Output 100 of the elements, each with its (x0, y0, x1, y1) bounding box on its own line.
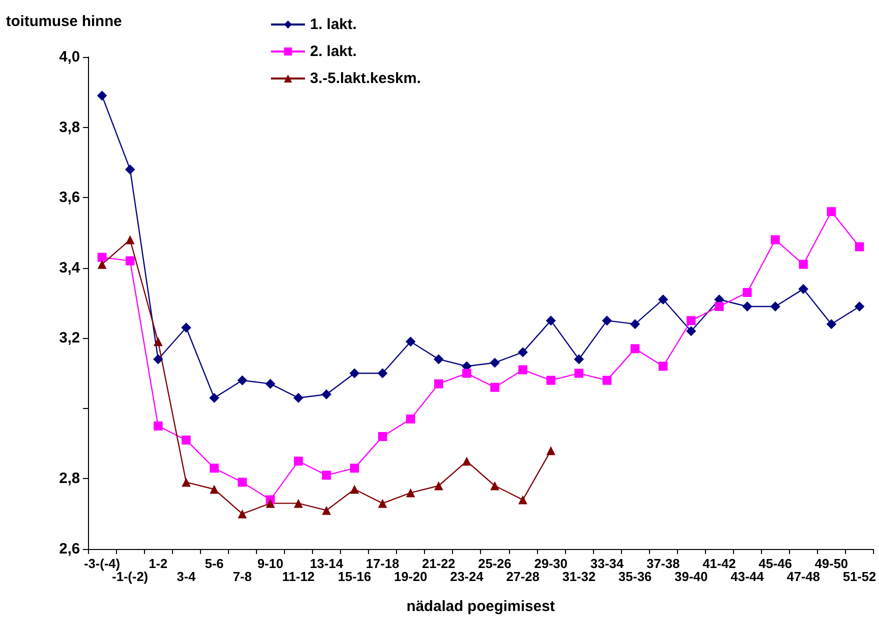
x-tick-label: 15-16 (338, 569, 372, 584)
x-tick-label: 33-34 (590, 556, 624, 571)
point (321, 389, 332, 400)
point (154, 422, 163, 430)
x-tick-label: 49-50 (814, 556, 848, 571)
point (265, 378, 276, 389)
point (98, 260, 107, 269)
x-tick-label: 19-20 (394, 569, 428, 584)
point (294, 498, 303, 508)
y-tick-label: 4,0 (59, 48, 80, 66)
x-tick-label: 31-32 (562, 569, 596, 584)
x-tick-label: 3-4 (176, 569, 196, 584)
point (434, 354, 444, 364)
point (630, 344, 640, 354)
point (434, 481, 444, 490)
x-tick-label: 7-8 (232, 569, 252, 584)
x-tick-label: 11-12 (282, 569, 315, 584)
point (210, 464, 219, 473)
x-tick-label: 47-48 (786, 569, 820, 584)
point (210, 484, 219, 494)
point (378, 498, 388, 508)
point (182, 478, 191, 487)
point (770, 302, 780, 312)
point (98, 252, 107, 262)
point (378, 368, 388, 378)
point (770, 235, 780, 244)
point (181, 322, 192, 333)
point (294, 456, 303, 466)
point (686, 316, 696, 326)
point (798, 284, 808, 294)
legend-label: 3.-5.lakt.keskm. (310, 70, 421, 87)
point (854, 242, 864, 252)
point (378, 432, 388, 442)
point (630, 319, 640, 330)
point (406, 414, 416, 424)
y-tick-label: 2,8 (59, 470, 80, 488)
point (490, 481, 500, 490)
point (546, 316, 556, 326)
point (574, 354, 584, 364)
point (826, 319, 836, 330)
point (602, 376, 612, 385)
legend-label: 1. lakt. (310, 16, 357, 33)
point (126, 235, 135, 244)
point (518, 365, 528, 374)
x-tick-label: 9-10 (257, 556, 284, 571)
point (658, 362, 668, 371)
x-axis-title: nädalad poegimisest (406, 598, 555, 615)
point (546, 446, 556, 456)
x-tick-label: 25-26 (478, 556, 512, 571)
y-tick-label: 2,6 (59, 540, 80, 558)
point (826, 207, 836, 216)
point (293, 392, 304, 403)
point (658, 294, 668, 304)
point (125, 164, 136, 174)
x-tick-label: -3-(-4) (84, 556, 120, 571)
point (798, 260, 808, 269)
point (97, 90, 108, 101)
x-tick-label: 43-44 (730, 569, 765, 584)
point (237, 375, 248, 386)
point (350, 484, 360, 494)
point (742, 288, 752, 297)
point (574, 368, 584, 378)
point (238, 478, 247, 487)
x-tick-label: 17-18 (366, 556, 400, 571)
point (434, 379, 444, 388)
x-tick-label: 41-42 (702, 556, 736, 571)
point (742, 302, 752, 312)
point (490, 358, 500, 368)
x-tick-label: 21-22 (422, 556, 456, 571)
y-tick-label: 3,6 (59, 189, 80, 206)
x-tick-label: 37-38 (646, 556, 680, 571)
point (854, 302, 864, 312)
point (322, 506, 331, 515)
point (462, 368, 472, 378)
point (322, 470, 331, 480)
point (462, 456, 472, 466)
point (126, 256, 135, 266)
y-tick-label: 3,4 (59, 259, 81, 276)
x-tick-label: 5-6 (204, 556, 224, 571)
legend-label: 2. lakt. (310, 43, 357, 60)
point (209, 392, 220, 403)
point (518, 347, 528, 358)
point (406, 488, 416, 498)
y-axis-title: toitumuse hinne (6, 13, 122, 30)
x-tick-label: 27-28 (506, 569, 540, 584)
y-tick-label: 3,8 (59, 118, 80, 136)
point (182, 436, 191, 445)
y-tick-label: 3,2 (59, 330, 80, 347)
x-tick-label: 39-40 (674, 569, 708, 584)
point (350, 464, 360, 473)
point (406, 336, 416, 347)
point (266, 498, 275, 508)
point (238, 509, 247, 518)
x-tick-label: 13-14 (310, 556, 344, 571)
point (686, 326, 696, 336)
x-tick-label: 35-36 (618, 569, 652, 584)
x-tick-label: 29-30 (534, 556, 568, 571)
point (153, 354, 164, 364)
point (154, 337, 163, 346)
point (490, 382, 500, 392)
